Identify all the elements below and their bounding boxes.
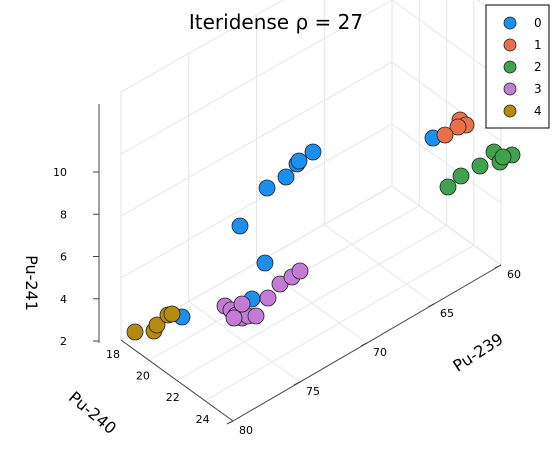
data-point-3 [225, 309, 243, 327]
z-tick-label: 8 [60, 208, 67, 221]
data-point-2 [471, 157, 489, 175]
legend-label-4: 4 [534, 104, 542, 118]
y-axis-label: Pu-240 [65, 388, 120, 438]
legend-label-1: 1 [534, 38, 542, 52]
x-tick-mark [494, 264, 502, 269]
data-point-0 [304, 143, 322, 161]
y-tick-label: 18 [106, 348, 120, 361]
x-tick-mark [226, 420, 234, 425]
z-tick-label: 2 [60, 335, 67, 348]
y-tick-label: 20 [136, 370, 150, 383]
legend-marker-1 [503, 38, 517, 52]
x-axis-label: Pu-239 [449, 329, 506, 375]
x-tick-mark [293, 381, 301, 386]
legend-label-2: 2 [534, 60, 542, 74]
wall-grid-line [476, 0, 502, 18]
data-point-0 [256, 254, 274, 272]
data-point-2 [494, 148, 512, 166]
data-point-2 [452, 167, 470, 185]
data-point-4 [148, 316, 166, 334]
data-point-3 [233, 295, 251, 313]
data-points [126, 111, 521, 341]
x-tick-label: 75 [306, 385, 320, 398]
legend: 0 1 2 3 4 [485, 4, 550, 129]
z-axis-label: Pu-241 [22, 255, 41, 311]
legend-marker-3 [503, 82, 517, 96]
data-point-3 [291, 262, 309, 280]
data-point-3 [247, 307, 265, 325]
data-point-4 [163, 305, 181, 323]
z-tick-label: 10 [53, 166, 67, 179]
legend-marker-0 [503, 16, 517, 30]
data-point-3 [259, 289, 277, 307]
x-tick-label: 70 [373, 346, 387, 359]
axes [93, 104, 502, 425]
legend-marker-4 [503, 104, 517, 118]
floor-grid-line [204, 244, 475, 402]
floor-grid-line [256, 262, 368, 344]
x-tick-mark [360, 342, 368, 347]
legend-box [485, 4, 550, 129]
chart-title: Iteridense ρ = 27 [189, 10, 363, 34]
legend-label-3: 3 [534, 82, 542, 96]
legend-marker-2 [503, 60, 517, 74]
legend-label-0: 0 [534, 16, 542, 30]
x-tick-label: 80 [239, 424, 253, 437]
data-point-2 [439, 178, 457, 196]
floor-grid-line [323, 224, 435, 305]
data-point-0 [258, 179, 276, 197]
data-point-1 [449, 118, 467, 136]
y-tick-label: 22 [166, 391, 180, 404]
data-point-0 [277, 168, 295, 186]
z-tick-label: 6 [60, 251, 67, 264]
x-tick-mark [427, 303, 435, 308]
z-tick-label: 4 [60, 293, 67, 306]
x-tick-label: 65 [440, 307, 454, 320]
data-point-0 [290, 152, 308, 170]
data-point-0 [231, 217, 249, 235]
data-point-1 [436, 126, 454, 144]
y-tick-label: 24 [196, 413, 210, 426]
grid-lines [120, 0, 502, 422]
x-tick-label: 60 [507, 268, 521, 281]
data-point-4 [126, 323, 144, 341]
y-axis-line [120, 339, 234, 422]
